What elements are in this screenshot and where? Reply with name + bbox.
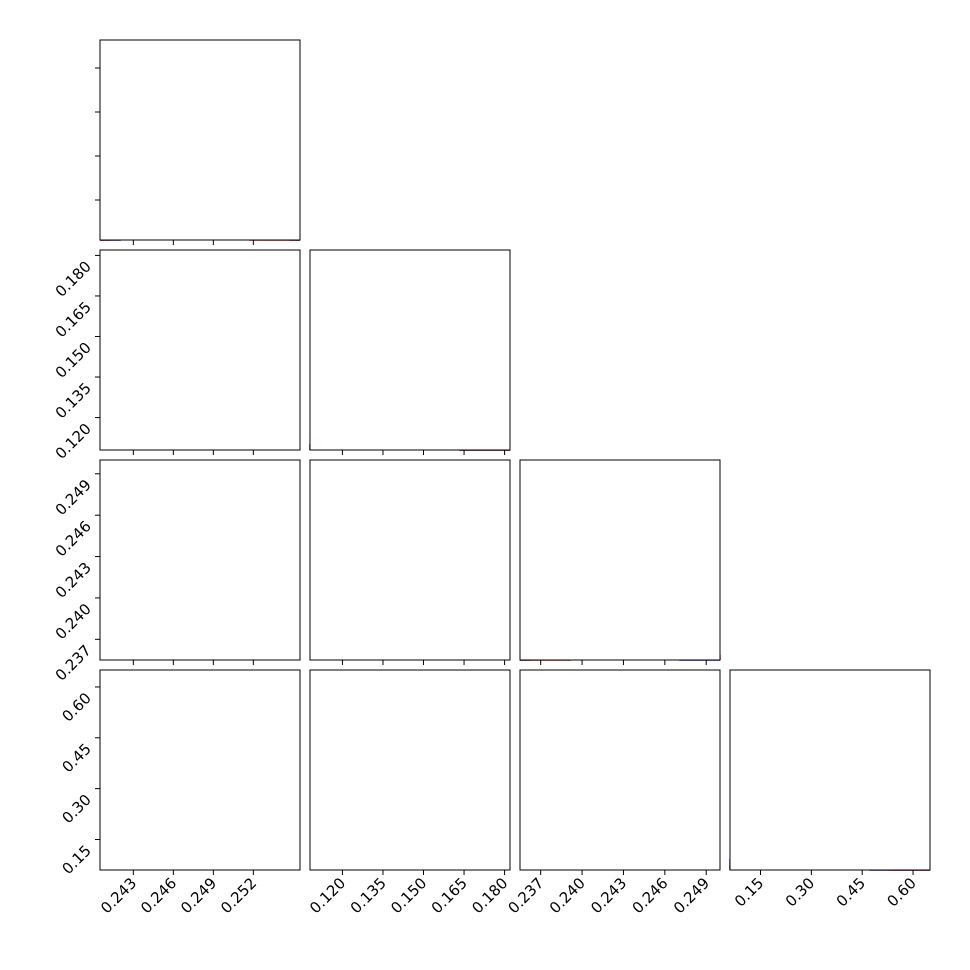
panel-frame (519, 459, 721, 661)
scatter-panel-2-0 (99, 459, 301, 661)
hist-panel-1 (309, 249, 511, 451)
scatter-point (206, 457, 208, 459)
scatter-point (224, 451, 226, 453)
scatter-point (207, 452, 209, 454)
panel-frame (99, 249, 301, 451)
panel-frame (99, 39, 301, 241)
scatter-point (174, 455, 176, 457)
panel-frame (309, 249, 511, 451)
hist-panel-0 (99, 39, 301, 241)
panel-frame (729, 669, 931, 871)
scatter-point (176, 454, 178, 456)
scatter-point (220, 450, 222, 452)
hist-panel-3 (729, 669, 931, 871)
hist-panel-2 (519, 459, 721, 661)
panels-layer (99, 39, 931, 871)
scatter-panel-1-0 (99, 249, 301, 459)
